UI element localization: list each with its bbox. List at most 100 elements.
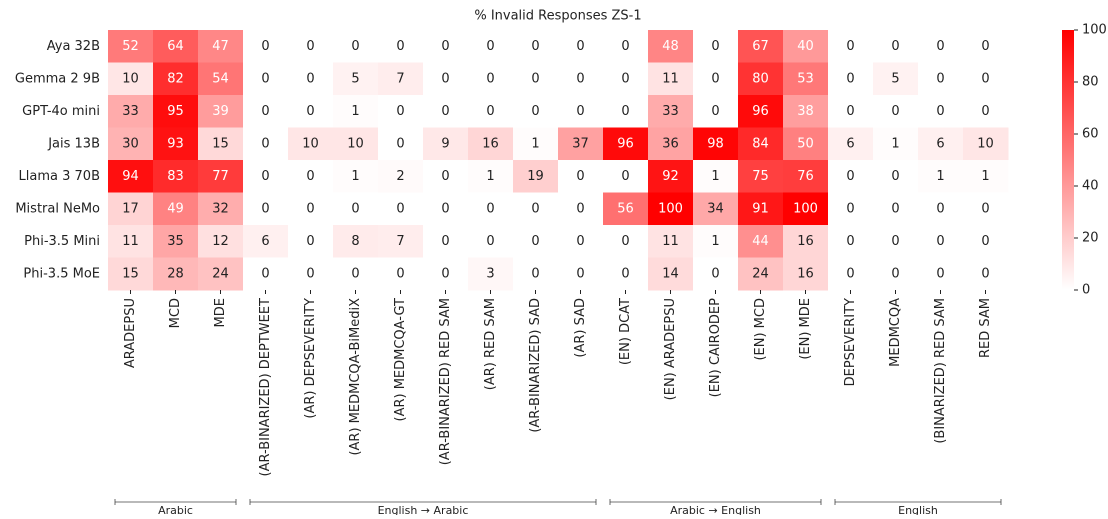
- cell-label: 0: [936, 266, 944, 281]
- cell-label: 19: [527, 169, 544, 184]
- cell-label: 0: [981, 266, 989, 281]
- cell-label: 6: [936, 136, 944, 151]
- cell: [108, 192, 154, 226]
- cell: [738, 30, 784, 63]
- cell: [378, 160, 424, 193]
- cell: [333, 127, 379, 161]
- cell-label: 0: [576, 169, 584, 184]
- cell-label: 48: [662, 39, 679, 54]
- colorbar-tick-label: 40: [1082, 179, 1099, 194]
- cell: [873, 192, 919, 226]
- cell: [153, 257, 199, 291]
- group-label: Arabic: [158, 504, 193, 515]
- cell: [783, 30, 829, 63]
- cell: [243, 127, 289, 161]
- cell-label: 8: [351, 234, 359, 249]
- cell-label: 76: [797, 169, 814, 184]
- cell: [243, 95, 289, 128]
- cell-label: 0: [981, 39, 989, 54]
- cell-label: 0: [846, 104, 854, 119]
- cell: [513, 160, 559, 193]
- x-tick-label: (AR) MEDMCQA-BiMediX: [348, 298, 363, 456]
- cell-label: 15: [122, 266, 139, 281]
- cell: [783, 225, 829, 258]
- y-tick-label: Mistral NeMo: [15, 201, 100, 216]
- cell-label: 1: [531, 136, 539, 151]
- cell-label: 80: [752, 71, 769, 86]
- cell-label: 15: [212, 136, 229, 151]
- cell: [648, 95, 694, 128]
- cell: [648, 225, 694, 258]
- cell-label: 52: [122, 39, 139, 54]
- x-tick-label: (AR-BINARIZED) SAD: [528, 298, 543, 433]
- cell: [918, 30, 964, 63]
- cell-label: 0: [576, 234, 584, 249]
- cell-label: 0: [531, 104, 539, 119]
- cell: [828, 160, 874, 193]
- x-tick-label: (AR-BINARIZED) RED SAM: [438, 298, 453, 465]
- cell: [198, 62, 244, 96]
- cell-label: 0: [306, 234, 314, 249]
- cell-label: 1: [486, 169, 494, 184]
- cell: [963, 160, 1009, 193]
- cell-label: 0: [441, 201, 449, 216]
- cell-label: 0: [441, 39, 449, 54]
- cell: [513, 62, 559, 96]
- cell: [378, 257, 424, 291]
- cell-label: 6: [846, 136, 854, 151]
- cell-label: 37: [572, 136, 589, 151]
- cell-label: 0: [261, 201, 269, 216]
- cell-label: 0: [306, 39, 314, 54]
- cell: [918, 127, 964, 161]
- cell-label: 3: [486, 266, 494, 281]
- x-tick-label: ARADEPSU: [123, 298, 138, 368]
- cell-label: 0: [846, 266, 854, 281]
- cell-label: 1: [936, 169, 944, 184]
- cell: [603, 192, 649, 226]
- cell-label: 67: [752, 39, 769, 54]
- cell-label: 1: [711, 234, 719, 249]
- cell-label: 12: [212, 234, 229, 249]
- cell: [333, 160, 379, 193]
- x-tick-label: (EN) MCD: [753, 298, 768, 361]
- cell-label: 0: [306, 104, 314, 119]
- cell: [153, 160, 199, 193]
- cell-label: 33: [662, 104, 679, 119]
- cell-label: 32: [212, 201, 229, 216]
- cell: [288, 257, 334, 291]
- cell-label: 0: [531, 234, 539, 249]
- cell: [198, 160, 244, 193]
- cell: [243, 62, 289, 96]
- cell: [243, 160, 289, 193]
- cell-label: 0: [891, 169, 899, 184]
- cell-label: 0: [846, 234, 854, 249]
- cell: [828, 62, 874, 96]
- cell: [153, 127, 199, 161]
- x-tick-label: MEDMCQA: [888, 298, 903, 367]
- cell-label: 17: [122, 201, 139, 216]
- cell: [648, 62, 694, 96]
- cell: [693, 192, 739, 226]
- cell: [603, 160, 649, 193]
- x-tick-label: MDE: [213, 298, 228, 327]
- cell-label: 0: [981, 201, 989, 216]
- cell-label: 1: [351, 104, 359, 119]
- cell: [963, 257, 1009, 291]
- cell: [558, 192, 604, 226]
- cell-label: 0: [441, 71, 449, 86]
- cell: [693, 160, 739, 193]
- cell: [288, 95, 334, 128]
- cell: [963, 30, 1009, 63]
- cell-label: 0: [396, 136, 404, 151]
- cell: [828, 95, 874, 128]
- cell: [693, 127, 739, 161]
- cell-label: 96: [752, 104, 769, 119]
- cell: [423, 225, 469, 258]
- cell: [873, 160, 919, 193]
- cell-label: 2: [396, 169, 404, 184]
- cell: [423, 192, 469, 226]
- cell: [693, 30, 739, 63]
- cell-label: 0: [576, 104, 584, 119]
- cell-label: 0: [711, 39, 719, 54]
- cell: [423, 62, 469, 96]
